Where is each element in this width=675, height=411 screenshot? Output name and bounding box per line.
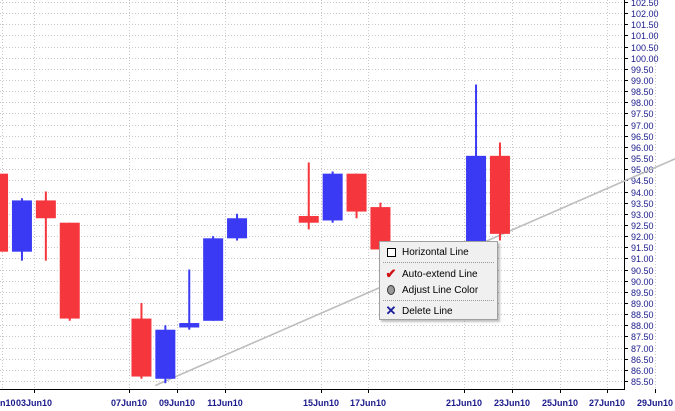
y-tick-label: 85.50 (631, 377, 654, 387)
y-tick-label: 102.50 (631, 0, 659, 8)
candle-body (35, 200, 56, 219)
candle-body (0, 173, 9, 252)
y-tick-label: 92.50 (631, 221, 654, 231)
x-tick-label: 17Jun10 (350, 398, 386, 408)
menu-item-delete-line[interactable]: ✕ Delete Line (382, 303, 495, 319)
candle-body (346, 173, 367, 212)
y-tick-label: 86.50 (631, 355, 654, 365)
menu-item-horizontal-line[interactable]: Horizontal Line (382, 244, 495, 260)
candle-body (131, 318, 152, 377)
y-tick-label: 98.00 (631, 98, 654, 108)
context-menu: Horizontal Line ✔ Auto-extend Line Adjus… (379, 241, 498, 320)
menu-separator (383, 262, 494, 263)
y-tick-label: 95.00 (631, 165, 654, 175)
candle-body (11, 200, 32, 252)
y-tick-label: 95.50 (631, 154, 654, 164)
y-tick-label: 96.00 (631, 143, 654, 153)
x-tick-label: 11Jun10 (207, 398, 243, 408)
x-tick-label: 09Jun10 (159, 398, 195, 408)
y-tick-label: 88.50 (631, 310, 654, 320)
y-tick-label: 87.00 (631, 344, 654, 354)
menu-item-label: Auto-extend Line (402, 268, 478, 280)
x-tick-label: 15Jun10 (303, 398, 339, 408)
candle-body (322, 173, 343, 221)
y-tick-label: 94.00 (631, 188, 654, 198)
menu-item-auto-extend-line[interactable]: ✔ Auto-extend Line (382, 266, 495, 282)
y-tick-label: 91.00 (631, 254, 654, 264)
x-tick-label-partial: n10 (0, 398, 16, 408)
x-tick-label: 21Jun10 (446, 398, 482, 408)
y-tick-label: 101.00 (631, 31, 659, 41)
x-tick-label: 03Jun10 (16, 398, 52, 408)
checkmark-icon: ✔ (385, 266, 397, 281)
y-tick-label: 92.00 (631, 232, 654, 242)
candle-body (298, 216, 319, 223)
y-tick-label: 91.50 (631, 243, 654, 253)
y-tick-label: 89.00 (631, 299, 654, 309)
color-ellipse-icon (384, 283, 398, 297)
y-tick-label: 100.00 (631, 54, 659, 64)
y-tick-label: 98.50 (631, 87, 654, 97)
candle-body (489, 155, 510, 234)
y-tick-label: 90.00 (631, 277, 654, 287)
menu-item-adjust-line-color[interactable]: Adjust Line Color (382, 282, 495, 298)
candle-body (227, 218, 248, 239)
y-tick-label: 87.50 (631, 332, 654, 342)
menu-separator (383, 300, 494, 301)
y-tick-label: 94.50 (631, 176, 654, 186)
y-tick-label: 102.00 (631, 9, 659, 19)
candle-body (155, 329, 176, 379)
menu-item-label: Adjust Line Color (402, 284, 479, 296)
candle-body (203, 238, 224, 321)
y-tick-label: 90.50 (631, 266, 654, 276)
y-tick-label: 97.00 (631, 121, 654, 131)
candle-body (179, 323, 200, 328)
y-tick-label: 101.50 (631, 20, 659, 30)
y-tick-label: 88.00 (631, 321, 654, 331)
menu-item-label: Horizontal Line (402, 246, 469, 258)
y-tick-label: 93.50 (631, 199, 654, 209)
y-tick-label: 100.50 (631, 43, 659, 53)
y-tick-label: 86.00 (631, 366, 654, 376)
y-tick-label: 93.00 (631, 210, 654, 220)
y-tick-label: 97.50 (631, 109, 654, 119)
menu-item-label: Delete Line (402, 305, 453, 317)
delete-x-icon: ✕ (385, 303, 397, 318)
y-tick-label: 99.00 (631, 76, 654, 86)
checkbox-icon (384, 245, 398, 259)
x-tick-label: 29Jun10 (637, 398, 673, 408)
y-tick-label: 99.50 (631, 65, 654, 75)
y-tick-label: 89.50 (631, 288, 654, 298)
candle-body (370, 207, 391, 250)
x-tick-label: 25Jun10 (542, 398, 578, 408)
x-tick-label: 23Jun10 (494, 398, 530, 408)
candle-body (59, 222, 80, 319)
y-tick-label: 96.50 (631, 132, 654, 142)
x-tick-label: 27Jun10 (589, 398, 625, 408)
candle-body (466, 155, 487, 259)
x-tick-label: 07Jun10 (111, 398, 147, 408)
